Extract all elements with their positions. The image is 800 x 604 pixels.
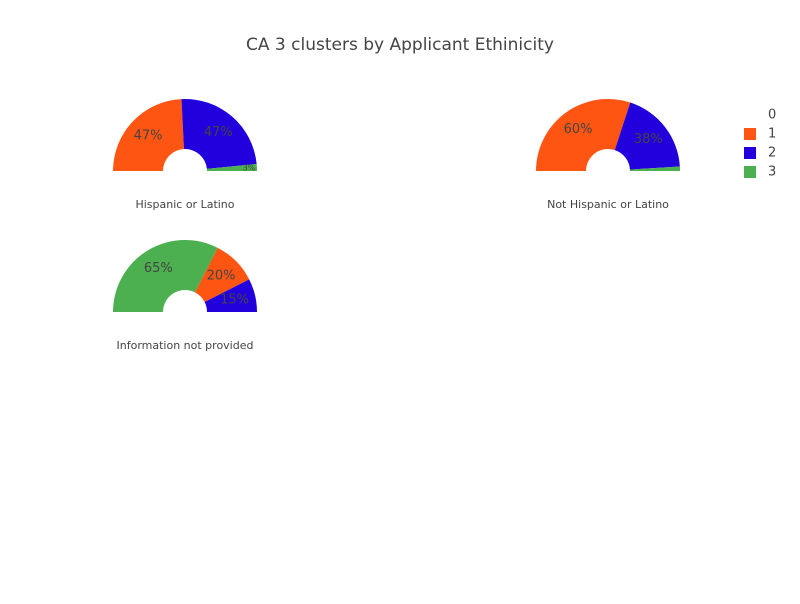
chart-title: CA 3 clusters by Applicant Ethinicity (246, 35, 554, 55)
pie-slice (113, 99, 184, 171)
pie-slice (113, 240, 218, 312)
pie-slice (614, 102, 680, 170)
legend-label: 3 (768, 165, 776, 180)
slice-label: 65% (144, 261, 173, 276)
legend-swatch (744, 147, 756, 159)
legend-label: 1 (768, 127, 776, 142)
subplot-title: Not Hispanic or Latino (547, 198, 669, 211)
pie-slice (194, 247, 250, 303)
slice-label: 60% (564, 122, 593, 137)
legend-label: 0 (768, 108, 776, 123)
slice-label: 20% (207, 268, 236, 283)
legend-swatch (744, 166, 756, 178)
pie-slice (181, 99, 257, 169)
legend-swatch (744, 128, 756, 140)
slice-label: 47% (134, 128, 163, 143)
pie-slice (206, 164, 257, 171)
slice-label: 3% (243, 163, 256, 172)
pie-slice (629, 166, 680, 171)
slice-label: 47% (204, 125, 233, 140)
pie-slice (204, 279, 257, 312)
slice-label: 38% (634, 132, 663, 147)
pie-slice (536, 99, 631, 171)
slice-label: 15% (220, 293, 249, 308)
legend-swatch (744, 109, 756, 121)
subplot-title: Hispanic or Latino (135, 198, 234, 211)
legend-label: 2 (768, 146, 776, 161)
subplot-title: Information not provided (117, 339, 254, 352)
